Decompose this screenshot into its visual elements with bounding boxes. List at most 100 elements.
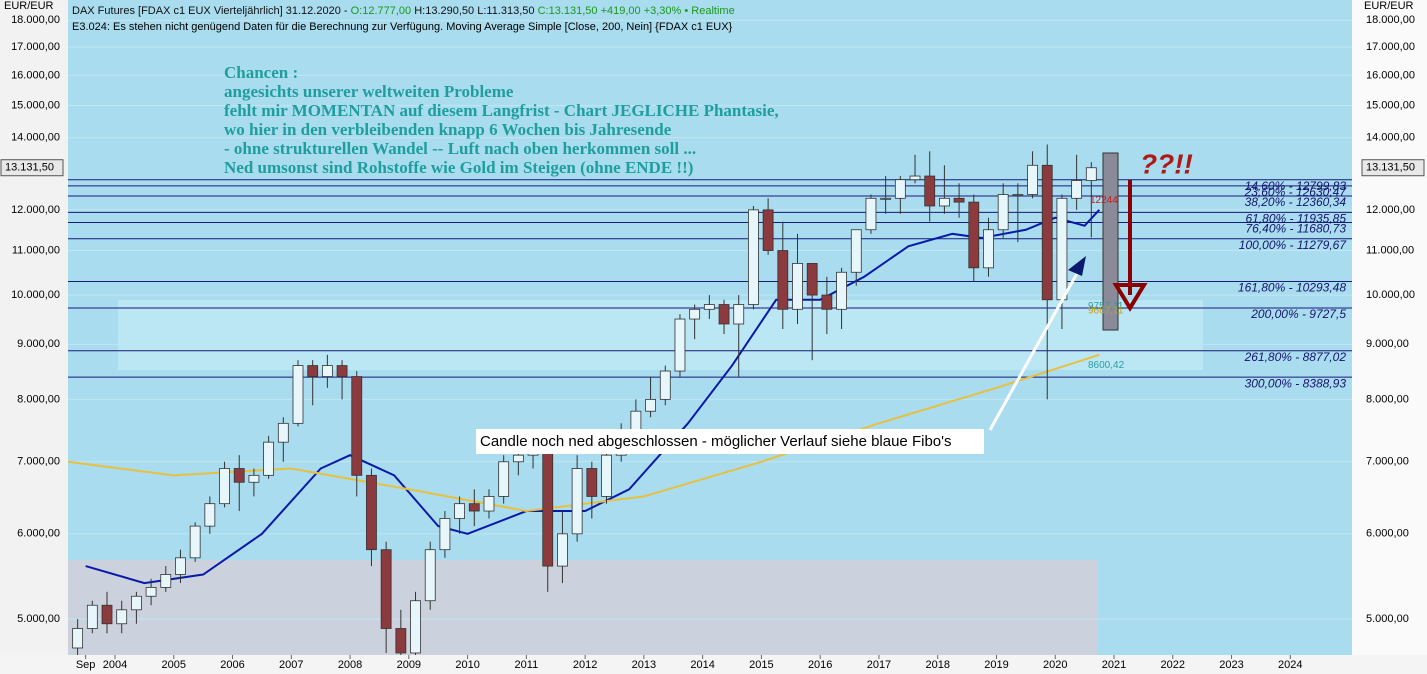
candle-body (1056, 197, 1068, 301)
x-tick-label: 2023 (1219, 659, 1243, 671)
candle-body (542, 448, 554, 567)
candle-body (395, 628, 407, 654)
right-axis-area (1352, 0, 1427, 674)
x-axis-area (0, 655, 1427, 674)
candle-body (233, 468, 245, 483)
y-tick-label: 11.000,00 (1366, 244, 1414, 256)
volume-zone (68, 560, 1098, 655)
y-tick-label: 10.000,00 (1366, 289, 1415, 301)
candle-body (1027, 164, 1038, 195)
y-tick-label: 18.000,00 (1366, 14, 1415, 26)
candle-body (1085, 167, 1097, 181)
y-tick-label: 6.000,00 (1366, 528, 1409, 540)
arrow-head (1068, 256, 1086, 276)
y-tick-label: 5.000,00 (17, 613, 60, 625)
x-tick-label: 2021 (1102, 659, 1126, 671)
annotation-line: fehlt mir MOMENTAN auf diesem Langfrist … (224, 101, 779, 120)
candle-body (953, 197, 965, 203)
candle-body (630, 410, 642, 430)
y-tick-label: 14.000,00 (1366, 132, 1415, 144)
header-part: DAX Futures [FDAX c1 EUX Vierteljährlich… (72, 5, 348, 17)
y-tick-label: 5.000,00 (1366, 613, 1409, 625)
candle-body (145, 587, 157, 597)
x-tick-label: 2022 (1161, 659, 1185, 671)
candle-body (483, 496, 495, 512)
y-tick-label: 14.000,00 (11, 132, 60, 144)
annotation-line: angesichts unserer weltweiten Probleme (224, 82, 514, 101)
candle-body (512, 454, 524, 463)
candle-body (307, 365, 319, 377)
x-tick-label: 2010 (455, 659, 479, 671)
x-tick-label: 2017 (867, 659, 891, 671)
candle-body (101, 604, 113, 625)
header-part: O:12.777,00 (351, 5, 412, 17)
fibo-label: 300,00% - 8388,93 (1245, 376, 1347, 390)
y-tick-label: 18.000,00 (11, 14, 60, 26)
y-tick-label: 15.000,00 (11, 99, 60, 111)
candle-body (718, 304, 730, 325)
annotation-line: - ohne strukturellen Wandel -- Luft nach… (224, 139, 696, 158)
fibo-label: 14,60% - 12799,83 (1245, 179, 1347, 193)
x-tick-label: 2014 (690, 659, 714, 671)
candle-body (292, 365, 304, 424)
y-tick-label: 7.000,00 (1366, 456, 1409, 468)
x-tick-label: 2012 (573, 659, 597, 671)
candle-body (557, 533, 568, 567)
candle-body (674, 318, 686, 372)
x-tick-label: 2020 (1043, 659, 1067, 671)
candle-body (571, 468, 583, 535)
x-tick-label: 2008 (338, 659, 362, 671)
candle-body (645, 398, 656, 412)
candle-body (689, 308, 701, 320)
candle-body (909, 175, 921, 181)
level-tag: 8600,42 (1088, 360, 1125, 371)
candle-body (277, 422, 289, 443)
fibo-label: 261,80% - 8877,02 (1244, 350, 1347, 364)
x-tick-label: 2011 (515, 659, 539, 671)
candle-body (1012, 194, 1024, 196)
candle-body (806, 263, 818, 296)
annotation-line: wo hier in den verbleibenden knapp 6 Woc… (224, 120, 672, 139)
candle-body (468, 503, 480, 512)
candle-body (130, 595, 142, 611)
header-part: H:13.290,50 L:11.313,50 (414, 5, 534, 17)
candle-body (498, 461, 510, 497)
candle-body (850, 229, 862, 273)
level-tag: 9667,11 (1088, 306, 1124, 317)
y-tick-label: 17.000,00 (1366, 41, 1415, 53)
y-tick-label: 12.000,00 (11, 204, 60, 216)
candle-body (821, 294, 833, 310)
fibo-label: 61,80% - 11935,85 (1245, 212, 1346, 226)
candle-body (865, 197, 877, 231)
candle-body (1071, 180, 1083, 199)
candle-body (263, 441, 275, 476)
zone (118, 300, 1203, 370)
candle-body (968, 201, 980, 269)
candle-body (894, 179, 906, 199)
candle-body (792, 263, 803, 310)
y-tick-label: 6.000,00 (17, 528, 60, 540)
candle-body (72, 628, 84, 649)
y-tick-label: 10.000,00 (11, 289, 60, 301)
level-tag: 12244 (1090, 195, 1118, 206)
y-tick-label: 9.000,00 (17, 338, 60, 350)
x-tick-label: 2018 (925, 659, 949, 671)
candle-body (410, 600, 421, 654)
x-tick-label: 2005 (162, 659, 186, 671)
x-tick-label: 2004 (103, 659, 127, 671)
question: ??!! (1140, 148, 1193, 179)
fibo-label: 100,00% - 11279,67 (1239, 238, 1348, 252)
candle-body (659, 370, 671, 400)
candle-body (454, 503, 465, 519)
arrow-head (1112, 283, 1148, 312)
fibo-label: 23,60% - 12630,47 (1244, 185, 1348, 199)
y-tick-label: 11.000,00 (12, 244, 60, 256)
x-tick-label: 2024 (1278, 659, 1302, 671)
level-tag: 9757,11 (1088, 301, 1124, 312)
subheader: E3.024: Es stehen nicht genügend Daten f… (72, 21, 733, 33)
header-part: C:13.131,50 +419,00 +3,30% (538, 5, 682, 17)
candle-body (762, 209, 774, 251)
candle-body (160, 574, 172, 588)
candle-body (836, 271, 847, 310)
candle-body (219, 468, 230, 505)
